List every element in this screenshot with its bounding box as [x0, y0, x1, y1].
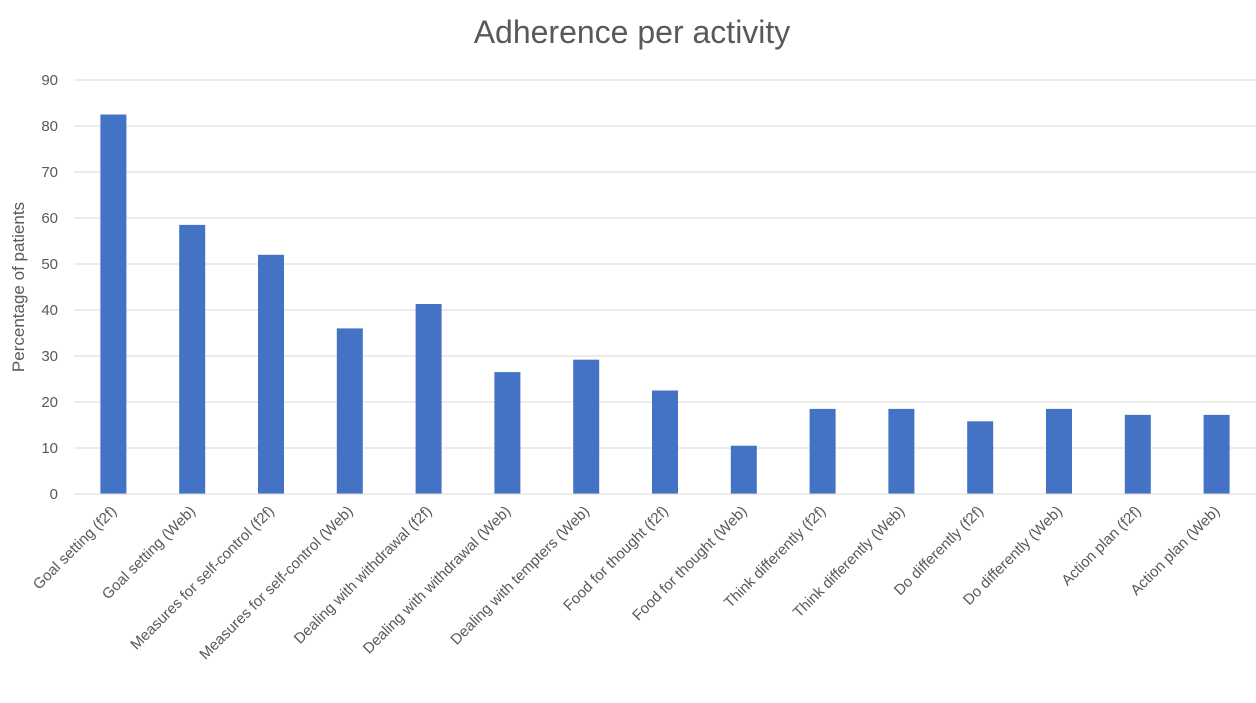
y-tick-label: 40 — [41, 302, 58, 319]
y-tick-label: 50 — [41, 256, 58, 273]
chart-title: Adherence per activity — [474, 14, 791, 50]
y-tick-label: 10 — [41, 440, 58, 457]
x-category-label: Measures for self-control (f2f) — [127, 503, 278, 654]
bar — [179, 224, 206, 494]
bar — [888, 408, 915, 494]
bar — [967, 421, 994, 494]
bar — [1203, 414, 1230, 494]
x-axis-category-labels: Goal setting (f2f)Goal setting (Web)Meas… — [30, 503, 1224, 663]
x-category-label: Dealing with withdrawal (f2f) — [291, 503, 436, 648]
y-tick-label: 70 — [41, 164, 58, 181]
x-category-label: Goal setting (f2f) — [30, 503, 120, 593]
x-category-label: Action plan (f2f) — [1058, 503, 1144, 589]
bar — [573, 359, 600, 494]
bar — [1124, 414, 1151, 494]
bar — [652, 390, 678, 494]
bar — [100, 114, 127, 494]
bar — [494, 372, 521, 494]
y-tick-label: 20 — [41, 394, 58, 411]
bar — [1046, 408, 1072, 494]
x-category-label: Dealing with tempters (Web) — [447, 503, 593, 649]
y-axis-ticks: 0 10 20 30 40 50 60 70 80 90 — [41, 72, 58, 503]
y-axis-title: Percentage of patients — [9, 202, 28, 372]
bar — [415, 304, 442, 494]
bar — [336, 328, 363, 494]
bars — [100, 114, 1230, 494]
bar — [258, 254, 284, 494]
bar — [809, 408, 836, 494]
y-tick-label: 30 — [41, 348, 58, 365]
y-tick-label: 60 — [41, 210, 58, 227]
x-category-label: Measures for self-control (Web) — [196, 503, 356, 663]
y-tick-label: 90 — [41, 72, 58, 89]
y-tick-label: 80 — [41, 118, 58, 135]
y-tick-label: 0 — [50, 486, 58, 503]
bar — [730, 445, 757, 494]
x-category-label: Dealing with withdrawal (Web) — [360, 503, 514, 657]
